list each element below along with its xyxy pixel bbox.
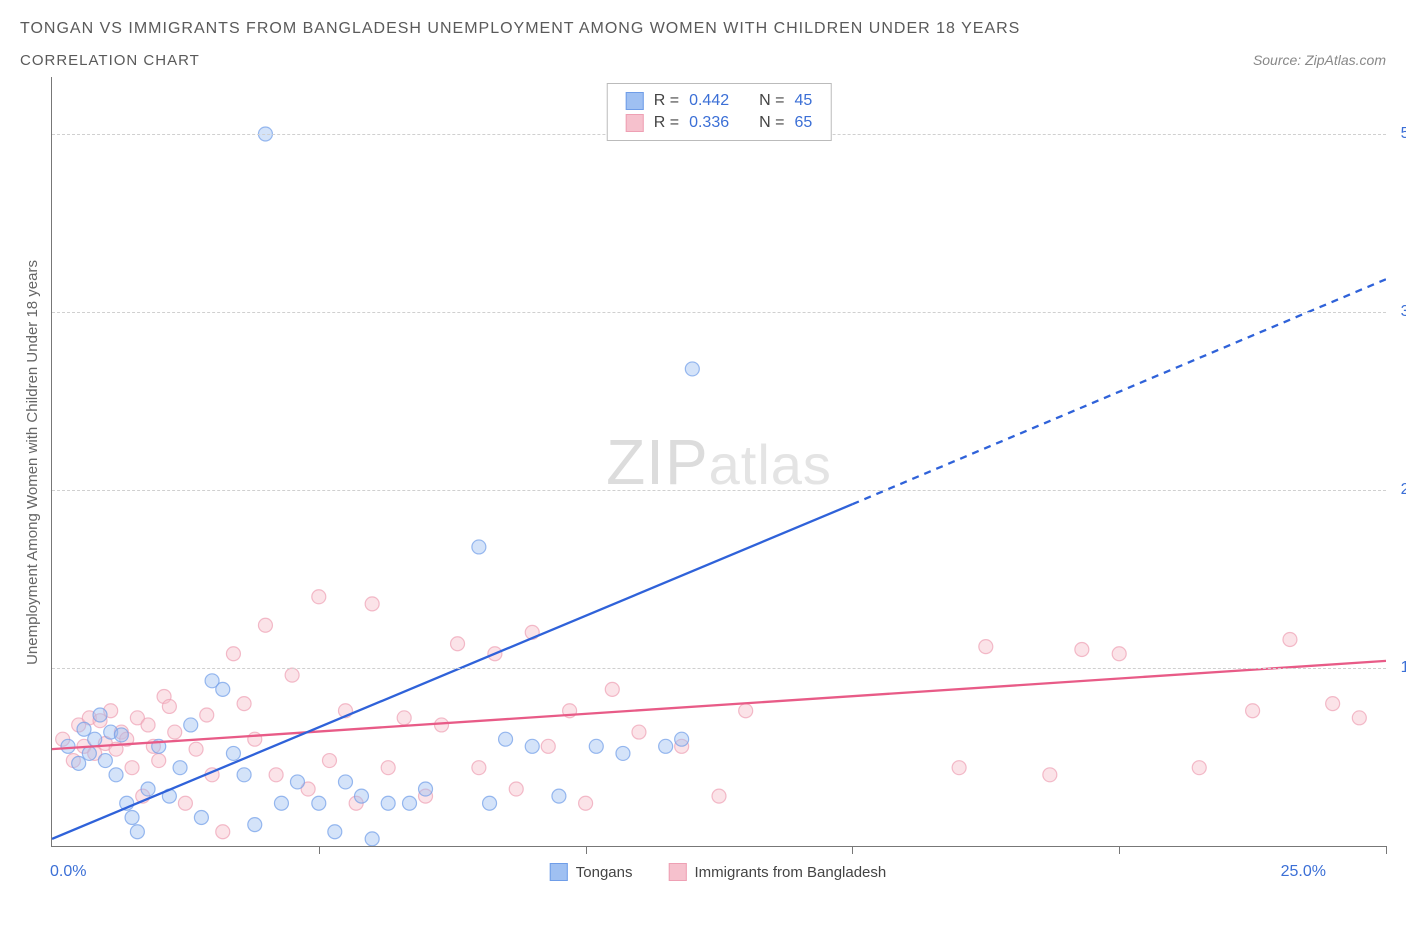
x-axis-row: 0.0% Tongans Immigrants from Bangladesh …: [50, 863, 1386, 893]
legend-item-0: Tongans: [550, 863, 633, 881]
y-tick-label: 12.5%: [1401, 659, 1406, 677]
stats-n-value-1: 65: [794, 114, 812, 132]
stats-n-label: N =: [759, 114, 784, 132]
y-axis-label: Unemployment Among Women with Children U…: [20, 260, 45, 665]
correlation-chart: TONGAN VS IMMIGRANTS FROM BANGLADESH UNE…: [20, 20, 1386, 910]
legend-swatch-series-1: [626, 114, 644, 132]
legend-swatch-1: [668, 863, 686, 881]
legend-label-0: Tongans: [576, 864, 633, 881]
stats-r-label: R =: [654, 92, 679, 110]
series-legend: Tongans Immigrants from Bangladesh: [550, 863, 886, 881]
stats-r-value-0: 0.442: [689, 92, 729, 110]
stats-r-label: R =: [654, 114, 679, 132]
chart-header: TONGAN VS IMMIGRANTS FROM BANGLADESH UNE…: [20, 20, 1386, 69]
chart-title: TONGAN VS IMMIGRANTS FROM BANGLADESH UNE…: [20, 20, 1386, 38]
stats-legend: R = 0.442 N = 45 R = 0.336 N = 65: [607, 83, 832, 141]
x-axis-min-label: 0.0%: [50, 863, 86, 881]
stats-n-value-0: 45: [794, 92, 812, 110]
legend-item-1: Immigrants from Bangladesh: [668, 863, 886, 881]
plot-svg: [52, 77, 1386, 846]
legend-swatch-0: [550, 863, 568, 881]
stats-n-label: N =: [759, 92, 784, 110]
plot-area: Unemployment Among Women with Children U…: [20, 77, 1386, 847]
scatter-plot: R = 0.442 N = 45 R = 0.336 N = 65 ZIPatl…: [51, 77, 1386, 847]
legend-label-1: Immigrants from Bangladesh: [694, 864, 886, 881]
y-tick-label: 25.0%: [1401, 481, 1406, 499]
stats-row-series-1: R = 0.336 N = 65: [626, 112, 813, 134]
legend-swatch-series-0: [626, 92, 644, 110]
y-tick-label: 50.0%: [1401, 125, 1406, 143]
source-attribution: Source: ZipAtlas.com: [1253, 52, 1386, 68]
stats-row-series-0: R = 0.442 N = 45: [626, 90, 813, 112]
x-axis-max-label: 25.0%: [1281, 863, 1326, 881]
chart-subtitle: CORRELATION CHART: [20, 52, 200, 69]
y-tick-label: 37.5%: [1401, 303, 1406, 321]
stats-r-value-1: 0.336: [689, 114, 729, 132]
